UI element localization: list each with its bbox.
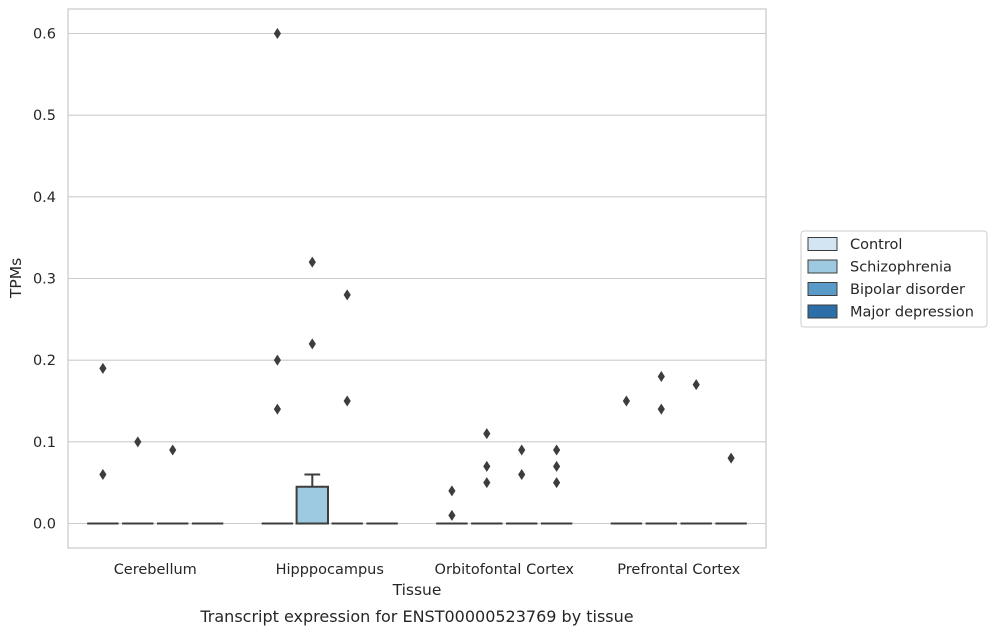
legend-swatch [807, 282, 838, 296]
outlier-point [99, 362, 107, 374]
outlier-point [308, 256, 316, 268]
outlier-point [692, 379, 700, 391]
legend-label: Schizophrenia [850, 260, 952, 276]
x-axis-title: Tissue [392, 581, 442, 599]
outlier-point [169, 444, 177, 456]
legend-frame [800, 230, 988, 328]
gridlines [68, 32, 766, 525]
legend-item: Bipolar disorder [807, 282, 965, 298]
outlier-point [343, 395, 351, 407]
legend-items: Control Schizophrenia Bipolar disorder Majo… [807, 237, 974, 321]
outlier-point [553, 477, 561, 489]
outlier-point [273, 354, 281, 366]
y-tick-label: 0.2 [33, 353, 56, 369]
outlier-point [343, 289, 351, 301]
x-tick-label: Cerebellum [114, 562, 197, 578]
outlier-point [99, 469, 107, 480]
box-body [295, 485, 330, 525]
outlier-points [99, 28, 735, 521]
x-tick-label: Orbitofontal Cortex [435, 562, 575, 578]
outlier-point [273, 28, 281, 39]
y-tick-labels: 0.0 0.1 0.2 0.3 0.4 0.5 0.6 [33, 27, 56, 533]
outlier-point [553, 444, 561, 456]
outlier-point [727, 452, 735, 464]
outlier-point [308, 338, 316, 350]
outlier-point [518, 444, 526, 456]
outlier-point [483, 428, 491, 440]
legend-item: Major depression [807, 304, 974, 321]
outlier-point [518, 469, 526, 480]
y-tick-label: 0.3 [33, 272, 56, 288]
legend-swatch [807, 237, 838, 251]
outlier-point [448, 485, 456, 497]
y-tick-label: 0.0 [33, 517, 56, 533]
chart-caption: Transcript expression for ENST0000052376… [199, 607, 633, 626]
legend-item: Schizophrenia [807, 259, 952, 276]
outlier-point [448, 509, 456, 521]
y-axis-title: TPMs [7, 258, 25, 299]
outlier-point [273, 403, 281, 415]
legend-swatch [807, 259, 838, 274]
plot-area-border [67, 8, 767, 549]
x-tick-label: Hipppocampus [276, 562, 384, 578]
legend-item: Control [807, 237, 902, 253]
outlier-point [553, 460, 561, 472]
x-tick-labels: Cerebellum Hipppocampus Orbitofontal Corte… [114, 562, 741, 578]
outlier-point [657, 371, 665, 382]
outlier-point [622, 395, 630, 407]
legend-label: Bipolar disorder [850, 282, 965, 298]
outlier-point [134, 436, 142, 448]
y-tick-label: 0.4 [33, 190, 56, 206]
outlier-point [483, 460, 491, 472]
box-schizophrenia [295, 473, 330, 525]
boxes [87, 473, 747, 525]
outlier-point [657, 403, 665, 415]
legend-label: Control [850, 237, 902, 253]
y-tick-label: 0.5 [33, 108, 56, 124]
x-tick-label: Prefrontal Cortex [617, 562, 740, 578]
legend: Control Schizophrenia Bipolar disorder Majo… [800, 230, 988, 328]
outlier-point [483, 477, 491, 489]
legend-swatch [807, 304, 838, 319]
y-tick-label: 0.1 [33, 435, 56, 451]
legend-label: Major depression [850, 305, 974, 321]
y-tick-label: 0.6 [33, 27, 56, 43]
